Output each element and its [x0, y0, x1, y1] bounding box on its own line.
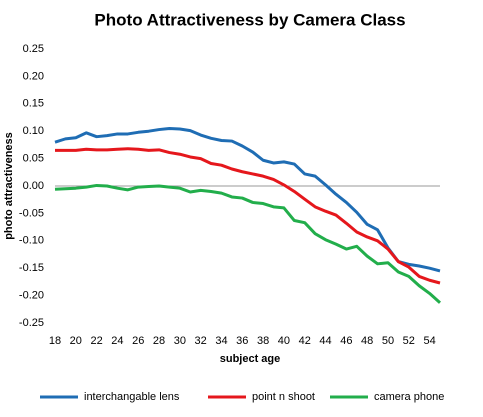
y-tick-label: 0.00: [23, 180, 44, 192]
legend-label: camera phone: [374, 391, 444, 403]
x-tick-label: 28: [153, 335, 165, 347]
x-tick-label: 46: [340, 335, 352, 347]
y-tick-label: -0.10: [19, 235, 44, 247]
x-tick-label: 30: [174, 335, 186, 347]
x-tick-label: 18: [49, 335, 61, 347]
x-tick-label: 54: [423, 335, 435, 347]
x-tick-label: 26: [132, 335, 144, 347]
chart-title: Photo Attractiveness by Camera Class: [94, 10, 405, 29]
y-tick-label: -0.05: [19, 207, 44, 219]
legend-label: point n shoot: [252, 391, 315, 403]
x-tick-label: 44: [319, 335, 331, 347]
y-tick-label: 0.10: [23, 125, 44, 137]
x-tick-label: 20: [70, 335, 82, 347]
series-line: [54, 183, 442, 304]
legend-label: interchangable lens: [84, 391, 180, 403]
y-tick-label: -0.25: [19, 317, 44, 329]
x-tick-label: 48: [361, 335, 373, 347]
x-tick-label: 42: [299, 335, 311, 347]
y-axis-title: photo attractiveness: [3, 132, 15, 240]
x-tick-label: 38: [257, 335, 269, 347]
x-tick-label: 40: [278, 335, 290, 347]
series-line: [55, 147, 441, 285]
y-tick-label: 0.15: [23, 98, 44, 110]
x-tick-label: 24: [111, 335, 123, 347]
x-tick-label: 34: [215, 335, 227, 347]
y-tick-label: 0.25: [23, 43, 44, 55]
x-tick-label: 22: [90, 335, 102, 347]
y-tick-label: 0.05: [23, 153, 44, 165]
y-tick-label: 0.20: [23, 70, 44, 82]
x-tick-label: 36: [236, 335, 248, 347]
x-tick-label: 50: [382, 335, 394, 347]
x-axis-title: subject age: [220, 353, 281, 365]
x-tick-label: 32: [195, 335, 207, 347]
x-tick-label: 52: [403, 335, 415, 347]
series-line: [54, 126, 441, 273]
y-tick-label: -0.20: [19, 290, 44, 302]
y-tick-label: -0.15: [19, 262, 44, 274]
